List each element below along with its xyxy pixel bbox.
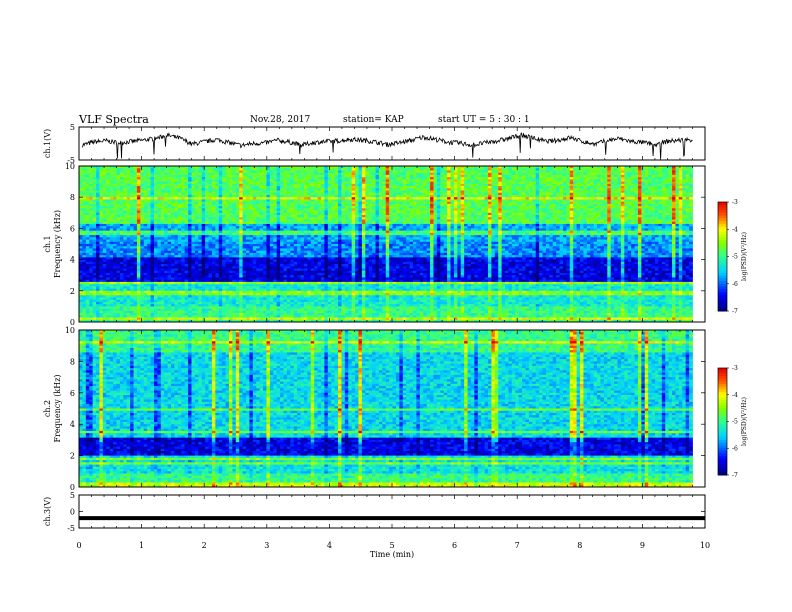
ch1-waveform-panel: 5-5ch.1(V) <box>43 123 705 165</box>
figure-title: VLF Spectra <box>78 113 149 126</box>
station-label: station= KAP <box>343 115 404 125</box>
date-label: Nov.28, 2017 <box>250 115 311 125</box>
y-tick-label: 5 <box>70 123 75 132</box>
start-time-label: start UT = 5 : 30 : 1 <box>438 115 530 125</box>
ch1-waveform-line <box>82 133 692 159</box>
y-axis-title: ch.1(V) <box>43 129 52 158</box>
